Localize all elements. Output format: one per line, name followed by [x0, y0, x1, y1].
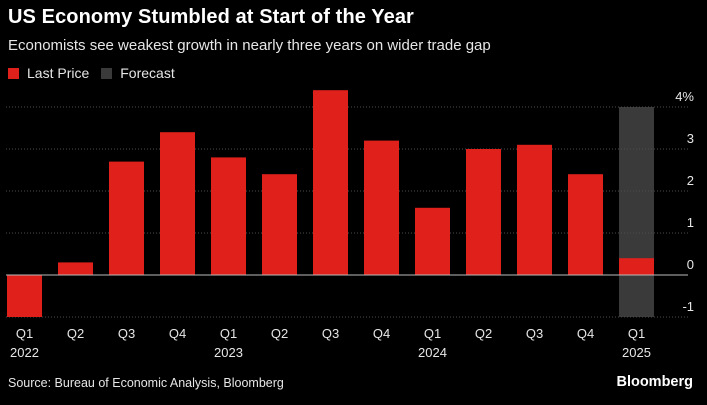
y-tick-label: 0	[687, 257, 694, 272]
x-tick-label: Q3	[526, 326, 543, 341]
bar	[415, 207, 450, 275]
legend-label-forecast: Forecast	[120, 65, 175, 81]
bar	[262, 174, 297, 275]
x-tick-year-label: 2025	[622, 345, 651, 360]
x-tick-year-label: 2022	[10, 345, 39, 360]
bar	[364, 140, 399, 275]
y-tick-label: -1	[682, 299, 694, 314]
legend-label-last-price: Last Price	[27, 65, 90, 81]
bar	[466, 149, 501, 275]
legend-item-last-price: Last Price	[8, 65, 89, 81]
chart-title: US Economy Stumbled at Start of the Year	[8, 6, 414, 28]
y-tick-label: 3	[687, 131, 694, 146]
bar	[568, 174, 603, 275]
x-tick-label: Q4	[577, 326, 594, 341]
x-tick-label: Q2	[271, 326, 288, 341]
x-tick-label: Q4	[373, 326, 390, 341]
y-tick-label: 1	[687, 215, 694, 230]
bar	[7, 275, 42, 317]
x-tick-label: Q3	[118, 326, 135, 341]
x-tick-label: Q1	[220, 326, 237, 341]
x-tick-label: Q3	[322, 326, 339, 341]
bar	[211, 157, 246, 275]
bar	[313, 90, 348, 275]
source-note: Source: Bureau of Economic Analysis, Blo…	[8, 376, 284, 390]
forecast-bar	[619, 107, 654, 317]
y-tick-label: 4%	[675, 89, 694, 104]
bloomberg-logo: Bloomberg	[616, 374, 693, 390]
x-tick-label: Q1	[16, 326, 33, 341]
legend-swatch-last-price	[8, 67, 19, 79]
x-tick-year-label: 2024	[418, 345, 447, 360]
x-tick-year-label: 2023	[214, 345, 243, 360]
bar	[58, 262, 93, 275]
legend-swatch-forecast	[101, 67, 113, 79]
x-tick-label: Q2	[475, 326, 492, 341]
bar	[109, 161, 144, 275]
bar	[619, 258, 654, 275]
x-tick-label: Q1	[424, 326, 441, 341]
chart-subtitle: Economists see weakest growth in nearly …	[8, 37, 491, 54]
bar	[160, 132, 195, 275]
x-tick-label: Q4	[169, 326, 186, 341]
bar	[517, 144, 552, 275]
legend: Last Price Forecast	[8, 65, 187, 81]
legend-item-forecast: Forecast	[101, 65, 175, 81]
x-tick-label: Q2	[67, 326, 84, 341]
x-tick-label: Q1	[628, 326, 645, 341]
y-tick-label: 2	[687, 173, 694, 188]
